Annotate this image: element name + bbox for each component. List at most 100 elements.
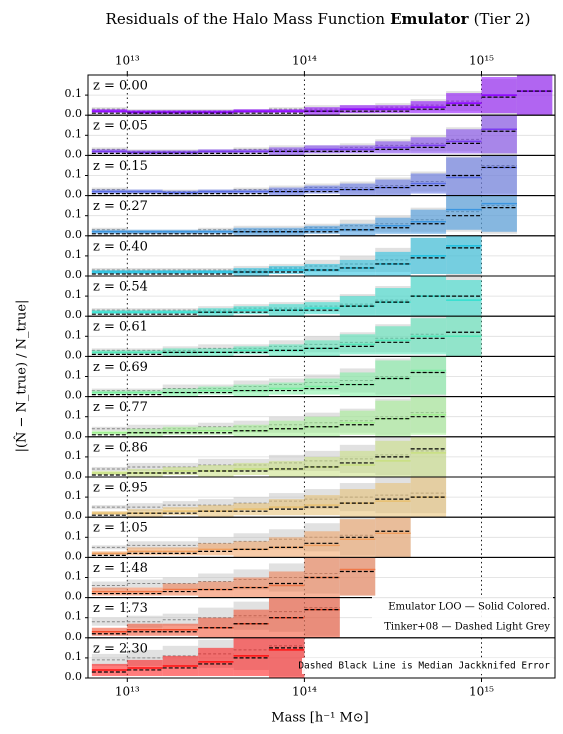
emulator-band [304, 597, 340, 638]
legend-box [302, 658, 553, 674]
y-tick-label: 0.0 [65, 549, 83, 562]
panel-label: z = 1.05 [93, 521, 148, 536]
y-tick-label: 0.0 [65, 107, 83, 120]
panel [88, 477, 555, 518]
panel-label: z = 0.77 [93, 400, 148, 415]
legend-text: Tinker+08 — Dashed Light Grey [384, 622, 550, 633]
panel-label: z = 0.95 [93, 481, 148, 496]
y-tick-label: 0.0 [65, 228, 83, 241]
panel-label: z = 0.27 [93, 199, 148, 214]
panel [88, 436, 555, 477]
panel-label: z = 0.00 [93, 79, 148, 94]
panel-label: z = 0.69 [93, 360, 148, 375]
panel [88, 316, 555, 357]
y-tick-label: 0.0 [65, 188, 83, 201]
panel [88, 75, 555, 116]
emulator-band [304, 531, 340, 558]
y-tick-label: 0.0 [65, 147, 83, 160]
panel [88, 276, 555, 317]
emulator-band [446, 157, 482, 196]
panel-frame [87, 637, 556, 679]
y-tick-label: 0.1 [65, 610, 83, 623]
y-tick-label: 0.1 [65, 248, 83, 261]
emulator-band [268, 571, 305, 598]
y-tick-label: 0.1 [65, 570, 83, 583]
panel [88, 597, 555, 638]
title-part: Residuals of the Halo Mass Function [106, 10, 386, 28]
panel-label: z = 2.30 [93, 641, 148, 656]
y-tick-label: 0.1 [65, 168, 83, 181]
panel [88, 356, 555, 397]
emulator-band [446, 235, 482, 274]
legend-text: Dashed Black Line is Median Jackknifed E… [298, 661, 550, 672]
panel [88, 155, 555, 196]
chart-title: Residuals of the Halo Mass Function Emula… [106, 10, 531, 28]
y-tick-label: 0.0 [65, 389, 83, 402]
emulator-band [481, 115, 517, 154]
y-tick-label: 0.0 [65, 590, 83, 603]
emulator-band [375, 517, 411, 558]
y-tick-label: 0.0 [65, 308, 83, 321]
emulator-band [481, 155, 517, 196]
emulator-band [375, 483, 411, 518]
emulator-band [410, 356, 447, 395]
x-tick-label-top: 10¹³ [115, 54, 140, 68]
x-tick-label-top: 10¹⁵ [469, 54, 494, 68]
emulator-band [339, 450, 376, 477]
title-part: Emulator [390, 10, 470, 28]
y-tick-label: 0.1 [65, 529, 83, 542]
emulator-band [446, 195, 482, 230]
y-tick-label: 0.1 [65, 127, 83, 140]
emulator-band [339, 519, 376, 558]
y-tick-label: 0.0 [65, 509, 83, 522]
panel [88, 235, 555, 277]
title-part: (Tier 2) [474, 10, 531, 28]
x-tick-label-top: 10¹⁴ [292, 54, 317, 68]
x-axis-label: Mass [h⁻¹ M⊙] [271, 711, 368, 726]
y-tick-label: 0.0 [65, 429, 83, 442]
legend-text: Emulator LOO — Solid Colored. [388, 602, 550, 613]
emulator-band [233, 637, 269, 676]
panel [88, 517, 555, 558]
panel-label: z = 1.48 [93, 561, 148, 576]
y-axis-label: |(N̂ − N_true) / N_true| [13, 300, 29, 453]
y-tick-label: 0.0 [65, 268, 83, 281]
panel-label: z = 0.61 [93, 320, 148, 335]
panel [88, 396, 555, 437]
emulator-band [410, 436, 447, 477]
y-tick-label: 0.1 [65, 489, 83, 502]
y-tick-label: 0.1 [65, 650, 83, 663]
y-tick-label: 0.0 [65, 348, 83, 361]
y-tick-label: 0.1 [65, 208, 83, 221]
y-tick-label: 0.1 [65, 87, 83, 100]
y-tick-label: 0.0 [65, 469, 83, 482]
emulator-band [481, 195, 517, 232]
emulator-band [268, 637, 305, 678]
panel-label: z = 0.40 [93, 239, 148, 254]
x-tick-label: 10¹⁵ [469, 685, 494, 699]
y-tick-label: 0.1 [65, 449, 83, 462]
panel [88, 195, 555, 236]
y-tick-label: 0.1 [65, 328, 83, 341]
panel [88, 115, 555, 156]
legend-box [372, 597, 553, 637]
x-tick-label: 10¹³ [115, 685, 140, 699]
panel-label: z = 0.05 [93, 119, 148, 134]
x-tick-label: 10¹⁴ [292, 685, 317, 699]
panel [88, 637, 555, 678]
panel-label: z = 0.54 [93, 280, 148, 295]
y-tick-label: 0.0 [65, 630, 83, 643]
emulator-band [516, 75, 553, 116]
emulator-band [375, 440, 411, 477]
emulator-band [339, 557, 376, 596]
y-tick-label: 0.1 [65, 288, 83, 301]
y-tick-label: 0.1 [65, 369, 83, 382]
panel-label: z = 1.73 [93, 601, 148, 616]
y-tick-label: 0.0 [65, 670, 83, 683]
panel-label: z = 0.15 [93, 159, 148, 174]
y-tick-label: 0.1 [65, 409, 83, 422]
emulator-band [446, 280, 482, 317]
panel-label: z = 0.86 [93, 440, 148, 455]
